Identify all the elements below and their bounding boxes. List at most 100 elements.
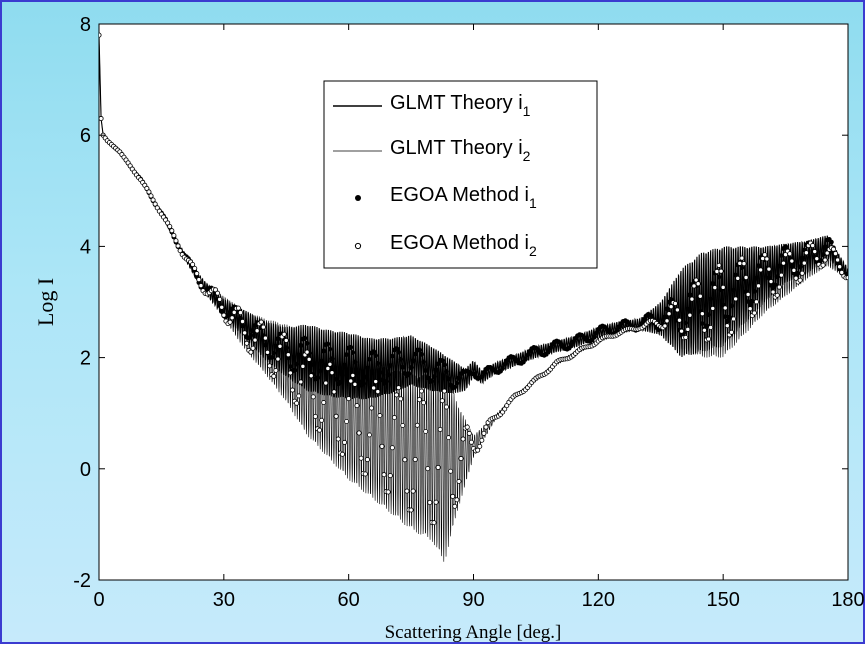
data-point: [333, 376, 339, 382]
data-point: [664, 306, 670, 312]
data-point: [768, 279, 774, 285]
x-tick-label: 90: [462, 589, 484, 611]
data-point: [348, 344, 354, 350]
data-point: [691, 283, 697, 289]
data-point: [772, 282, 778, 288]
data-point: [394, 346, 399, 352]
data-point: [333, 413, 339, 419]
data-point: [375, 360, 381, 366]
data-point: [523, 356, 528, 362]
data-point: [822, 257, 828, 263]
data-point: [304, 349, 310, 355]
legend-label-glmt-i2: GLMT Theory i2: [390, 137, 531, 164]
data-point: [325, 365, 331, 371]
data-point: [774, 274, 780, 280]
data-point: [452, 384, 458, 390]
data-point: [235, 305, 241, 311]
data-point: [325, 341, 331, 347]
data-point: [685, 326, 691, 332]
data-point: [315, 375, 320, 381]
data-point: [833, 251, 839, 257]
data-point: [779, 253, 784, 258]
data-point: [666, 311, 672, 317]
data-point: [367, 356, 372, 362]
data-point: [774, 292, 780, 298]
data-point: [287, 370, 293, 376]
data-point: [273, 367, 279, 373]
data-point: [275, 356, 281, 362]
data-point: [227, 319, 233, 325]
data-point: [402, 457, 408, 463]
data-point: [793, 275, 799, 281]
data-point: [433, 499, 439, 505]
data-point: [437, 426, 443, 432]
x-tick-label: 0: [93, 589, 104, 611]
data-point: [672, 300, 678, 306]
data-point: [710, 305, 716, 311]
data-point: [766, 275, 772, 281]
data-point: [350, 350, 356, 355]
data-point: [410, 488, 416, 494]
data-point: [240, 323, 245, 329]
data-point: [342, 362, 347, 368]
data-point: [323, 380, 329, 386]
data-point: [319, 358, 325, 364]
data-point: [352, 359, 358, 365]
data-point: [348, 378, 354, 384]
data-point: [727, 314, 732, 320]
data-point: [791, 267, 797, 273]
data-point: [695, 281, 701, 287]
data-point: [444, 369, 449, 374]
data-point: [356, 430, 362, 436]
data-point: [753, 299, 759, 305]
data-point: [425, 375, 431, 381]
data-point: [751, 288, 757, 294]
data-point: [724, 323, 730, 329]
data-point: [356, 378, 362, 384]
data-point: [360, 381, 366, 387]
data-point: [454, 380, 460, 386]
y-tick-label: -2: [73, 570, 91, 592]
data-point: [419, 351, 424, 357]
data-point: [304, 340, 310, 346]
data-point: [483, 424, 489, 430]
data-point: [714, 269, 720, 275]
data-point: [258, 319, 264, 325]
data-point: [479, 437, 485, 443]
data-point: [375, 389, 381, 395]
data-point: [416, 397, 422, 403]
legend-open-dot: [354, 242, 362, 250]
data-point: [502, 361, 508, 367]
data-point: [306, 356, 312, 362]
data-point: [778, 272, 784, 278]
data-point: [737, 260, 743, 266]
data-point: [799, 255, 805, 261]
data-point: [339, 451, 345, 457]
data-point: [801, 260, 807, 266]
data-point: [173, 238, 179, 244]
data-point: [398, 396, 404, 402]
data-point: [394, 392, 400, 398]
data-point: [570, 339, 576, 345]
data-point: [427, 500, 433, 506]
data-point: [795, 270, 801, 276]
legend-box: [323, 80, 598, 269]
data-point: [296, 393, 302, 399]
data-point: [165, 220, 171, 226]
data-point: [335, 436, 341, 442]
data-point: [747, 306, 753, 312]
data-point: [810, 243, 816, 249]
data-point: [198, 283, 204, 289]
data-point: [412, 351, 418, 357]
data-point: [820, 262, 826, 268]
data-point: [302, 335, 308, 341]
data-point: [418, 388, 424, 394]
data-point: [500, 365, 506, 371]
data-point: [321, 400, 327, 406]
data-point: [803, 250, 809, 256]
data-point: [708, 324, 714, 330]
data-point: [148, 193, 154, 199]
data-point: [837, 264, 843, 270]
x-axis-title: Scattering Angle [deg.]: [385, 622, 562, 643]
data-point: [704, 323, 709, 329]
